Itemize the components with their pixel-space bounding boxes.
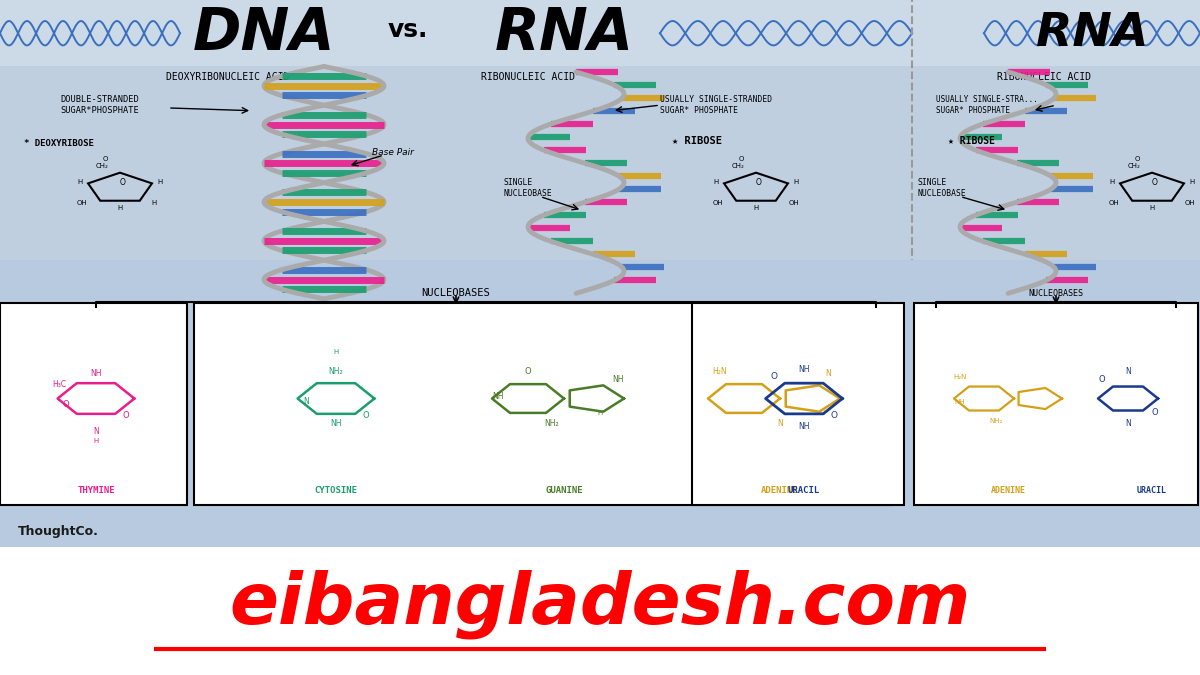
Text: NH₂: NH₂ xyxy=(329,367,343,375)
Text: O: O xyxy=(1135,157,1140,163)
Text: THYMINE: THYMINE xyxy=(77,485,115,495)
FancyBboxPatch shape xyxy=(0,547,1200,675)
Text: N: N xyxy=(94,427,98,437)
Text: RIBONUCLEIC ACID: RIBONUCLEIC ACID xyxy=(997,72,1091,82)
Text: H: H xyxy=(118,205,122,211)
Text: SINGLE
NUCLEOBASE: SINGLE NUCLEOBASE xyxy=(918,178,967,198)
Text: Base Pair: Base Pair xyxy=(372,148,414,157)
Text: N: N xyxy=(304,397,308,406)
Text: URACIL: URACIL xyxy=(788,485,820,495)
Text: O: O xyxy=(524,367,532,375)
Text: O: O xyxy=(1151,408,1158,417)
Text: DEOXYRIBONUCLEIC ACID: DEOXYRIBONUCLEIC ACID xyxy=(167,72,289,82)
Text: O: O xyxy=(1152,178,1157,187)
Text: O: O xyxy=(739,157,744,163)
Text: NH: NH xyxy=(492,392,504,400)
Text: OH: OH xyxy=(77,200,88,207)
Text: DNA: DNA xyxy=(193,5,335,61)
Text: N: N xyxy=(1126,367,1130,375)
Text: H: H xyxy=(77,180,83,186)
Text: CH₂: CH₂ xyxy=(96,163,108,169)
Text: ADENINE: ADENINE xyxy=(990,485,1026,495)
Text: NH: NH xyxy=(798,365,810,374)
Text: H: H xyxy=(793,180,799,186)
Text: NH: NH xyxy=(955,399,965,405)
Text: GUANINE: GUANINE xyxy=(545,485,583,495)
Text: ★ RIBOSE: ★ RIBOSE xyxy=(948,136,995,146)
Text: O: O xyxy=(362,411,370,420)
Text: H: H xyxy=(1109,180,1115,186)
Text: USUALLY SINGLE-STRANDED
SUGAR* PHOSPHATE: USUALLY SINGLE-STRANDED SUGAR* PHOSPHATE xyxy=(660,95,772,115)
FancyBboxPatch shape xyxy=(0,0,1200,554)
Text: O: O xyxy=(1098,375,1105,384)
Text: H: H xyxy=(334,349,338,355)
Text: CYTOSINE: CYTOSINE xyxy=(314,485,358,495)
Text: URACIL: URACIL xyxy=(1138,485,1166,495)
Text: H: H xyxy=(820,410,824,416)
Text: N: N xyxy=(1126,419,1130,428)
Text: RNA: RNA xyxy=(494,5,634,61)
FancyBboxPatch shape xyxy=(912,260,1200,554)
Text: H₂N: H₂N xyxy=(713,367,727,375)
Text: RNA: RNA xyxy=(1036,11,1148,56)
Text: USUALLY SINGLE-STRA...
SUGAR* PHOSPHATE: USUALLY SINGLE-STRA... SUGAR* PHOSPHATE xyxy=(936,95,1038,115)
Text: CH₂: CH₂ xyxy=(732,163,744,169)
FancyBboxPatch shape xyxy=(914,303,1198,506)
Text: RIBONUCLEIC ACID: RIBONUCLEIC ACID xyxy=(481,72,575,82)
Text: H: H xyxy=(157,180,163,186)
Text: NUCLEOBASES: NUCLEOBASES xyxy=(1028,289,1084,298)
Text: NH: NH xyxy=(330,419,342,428)
FancyBboxPatch shape xyxy=(0,260,912,554)
Text: NUCLEOBASES: NUCLEOBASES xyxy=(421,288,491,298)
Text: O: O xyxy=(122,411,130,420)
Text: OH: OH xyxy=(1184,200,1195,207)
Text: eibangladesh.com: eibangladesh.com xyxy=(229,570,971,639)
FancyBboxPatch shape xyxy=(194,303,892,506)
Text: ADENINE: ADENINE xyxy=(761,485,799,495)
Text: H: H xyxy=(94,438,98,443)
FancyBboxPatch shape xyxy=(692,303,904,506)
Text: H: H xyxy=(598,410,602,416)
FancyBboxPatch shape xyxy=(0,303,187,506)
Text: N: N xyxy=(778,419,782,428)
Text: * DEOXYRIBOSE: * DEOXYRIBOSE xyxy=(24,140,94,148)
Text: O: O xyxy=(756,178,761,187)
Text: NH₂: NH₂ xyxy=(545,419,559,428)
Text: ThoughtCo.: ThoughtCo. xyxy=(18,525,98,538)
Text: NH: NH xyxy=(798,422,810,431)
Text: O: O xyxy=(103,157,108,163)
Text: H: H xyxy=(754,205,758,211)
Text: DOUBLE-STRANDED
SUGAR*PHOSPHATE: DOUBLE-STRANDED SUGAR*PHOSPHATE xyxy=(60,95,139,115)
Text: OH: OH xyxy=(713,200,724,207)
Text: O: O xyxy=(770,372,778,381)
Text: H: H xyxy=(151,200,157,207)
Text: H: H xyxy=(1150,205,1154,211)
Text: OH: OH xyxy=(788,200,799,207)
Text: H: H xyxy=(713,180,719,186)
FancyBboxPatch shape xyxy=(0,0,1200,66)
Text: OH: OH xyxy=(1109,200,1120,207)
Text: SINGLE
NUCLEOBASE: SINGLE NUCLEOBASE xyxy=(504,178,553,198)
Text: N: N xyxy=(826,369,830,379)
Text: CH₂: CH₂ xyxy=(1128,163,1140,169)
Text: NH₂: NH₂ xyxy=(989,418,1003,425)
Text: H: H xyxy=(1189,180,1195,186)
Text: ★ RIBOSE: ★ RIBOSE xyxy=(672,136,722,146)
Text: O: O xyxy=(62,400,70,409)
Text: O: O xyxy=(830,411,838,420)
Text: vs.: vs. xyxy=(388,18,428,43)
Text: H₂N: H₂N xyxy=(953,374,967,380)
Text: H₃C: H₃C xyxy=(52,381,66,389)
Text: O: O xyxy=(120,178,125,187)
Text: NH: NH xyxy=(90,369,102,379)
Text: NH: NH xyxy=(612,375,624,384)
